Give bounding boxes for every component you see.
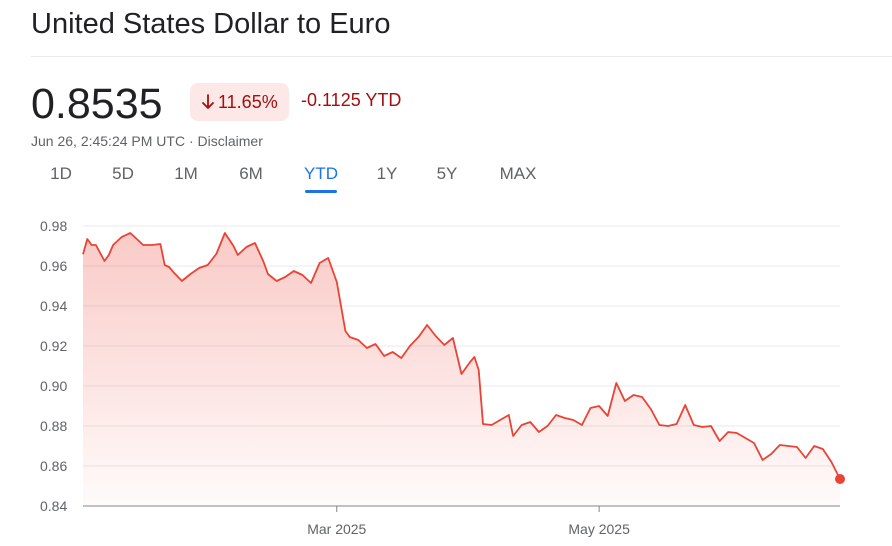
x-tick-label: Mar 2025 xyxy=(307,521,366,537)
tab-1m[interactable]: 1M xyxy=(174,164,198,183)
y-tick-label: 0.90 xyxy=(40,378,67,394)
page-title: United States Dollar to Euro xyxy=(31,8,391,40)
series-line xyxy=(82,232,841,480)
exchange-rate-price: 0.8535 xyxy=(31,80,163,128)
absolute-change: -0.1125 YTD xyxy=(301,90,402,110)
tab-max[interactable]: MAX xyxy=(499,164,537,183)
tab-5y[interactable]: 5Y xyxy=(436,164,458,183)
y-tick-label: 0.88 xyxy=(40,418,67,434)
tab-1y[interactable]: 1Y xyxy=(376,164,398,183)
y-tick-label: 0.84 xyxy=(40,498,67,514)
header-divider xyxy=(31,56,892,57)
tab-6m[interactable]: 6M xyxy=(239,164,263,183)
arrow-down-icon xyxy=(202,94,214,109)
tab-1d[interactable]: 1D xyxy=(50,164,72,183)
active-tab-underline xyxy=(305,190,337,193)
y-tick-label: 0.92 xyxy=(40,338,67,354)
tab-ytd[interactable]: YTD xyxy=(304,164,338,183)
tab-5d[interactable]: 5D xyxy=(112,164,134,183)
y-tick-label: 0.86 xyxy=(40,458,67,474)
range-tabs: 1D 5D 1M 6M YTD 1Y 5Y MAX xyxy=(0,164,600,194)
meta-separator: · xyxy=(185,133,198,149)
percent-change-value: 11.65% xyxy=(218,91,278,112)
y-tick-label: 0.96 xyxy=(40,258,67,274)
percent-change-badge: 11.65% xyxy=(190,83,289,121)
y-tick-label: 0.98 xyxy=(40,218,67,234)
disclaimer-link[interactable]: Disclaimer xyxy=(197,133,263,149)
series-area-fill xyxy=(83,233,840,506)
price-chart[interactable]: 0.98 0.96 0.94 0.92 0.90 0.88 0.86 0.84 Mar 2025… xyxy=(0,200,892,546)
x-tick-label: May 2025 xyxy=(568,521,630,537)
timestamp-line: Jun 26, 2:45:24 PM UTC · Disclaimer xyxy=(31,133,263,149)
y-tick-label: 0.94 xyxy=(40,298,67,314)
last-value-dot xyxy=(835,474,845,484)
timestamp: Jun 26, 2:45:24 PM UTC xyxy=(31,133,186,149)
